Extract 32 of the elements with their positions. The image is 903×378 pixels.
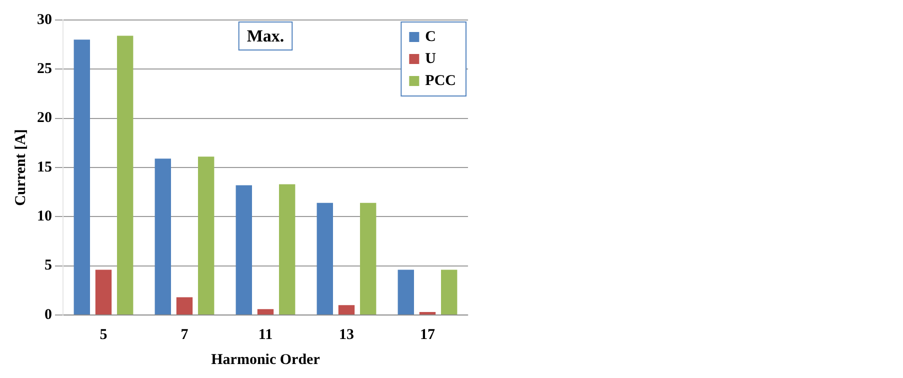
bar xyxy=(95,270,112,314)
x-tick-label: 5 xyxy=(100,326,108,343)
x-tick-label: 11 xyxy=(258,326,273,343)
bar xyxy=(74,40,90,314)
bar xyxy=(398,270,414,314)
y-axis-title: Current [A] xyxy=(12,129,29,206)
y-tick-label: 30 xyxy=(37,12,52,28)
bar xyxy=(441,270,458,314)
x-axis-title: Harmonic Order xyxy=(211,352,320,368)
y-tick-label: 5 xyxy=(44,258,52,274)
y-tick-label: 25 xyxy=(37,61,52,78)
bar xyxy=(236,185,252,314)
chart-title: Max. xyxy=(246,26,284,46)
x-tick-label: 7 xyxy=(180,326,189,343)
legend-label: PCC xyxy=(425,72,456,89)
bar xyxy=(316,202,333,314)
y-tick-label: 15 xyxy=(37,159,52,176)
y-tick-label: 10 xyxy=(37,208,52,225)
bar xyxy=(176,297,193,314)
bar xyxy=(198,156,214,314)
bar xyxy=(279,184,296,314)
bar xyxy=(360,202,376,314)
bar xyxy=(257,309,274,314)
y-tick-label: 0 xyxy=(44,306,52,323)
x-tick-label: 17 xyxy=(420,326,436,343)
legend-label: U xyxy=(425,50,436,67)
bar xyxy=(117,36,134,314)
legend-label: C xyxy=(425,28,436,45)
x-tick-label: 13 xyxy=(339,326,354,343)
bar xyxy=(338,305,355,314)
y-tick-label: 20 xyxy=(37,110,52,126)
bar xyxy=(154,158,171,314)
